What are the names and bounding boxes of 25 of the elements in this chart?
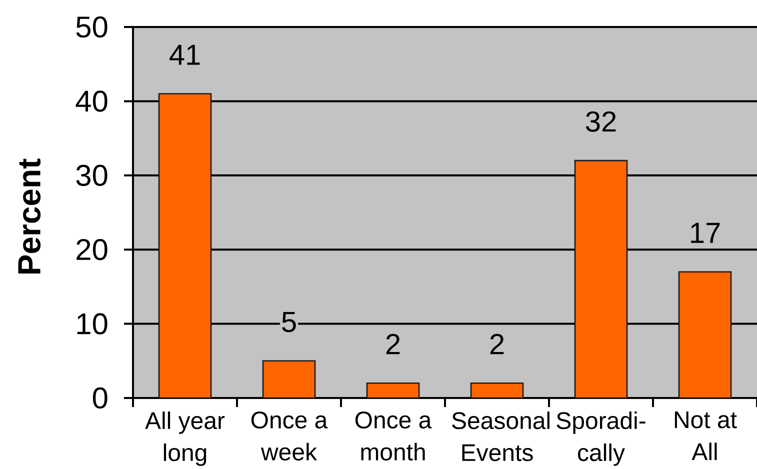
y-tick-label: 50 bbox=[76, 16, 108, 38]
y-tick-label: 10 bbox=[77, 313, 108, 334]
x-tick-label: All year long bbox=[145, 412, 225, 466]
data-label: 32 bbox=[586, 111, 616, 132]
bar bbox=[262, 360, 316, 399]
data-label: 2 bbox=[386, 334, 400, 354]
y-tick-label: 20 bbox=[76, 238, 108, 260]
data-label: 41 bbox=[170, 44, 200, 65]
data-label: 5 bbox=[282, 312, 296, 332]
x-tick-label: Once a month bbox=[355, 412, 432, 461]
bar bbox=[678, 271, 732, 399]
bar bbox=[574, 160, 628, 399]
x-tick-label: Once a week bbox=[251, 412, 328, 461]
y-tick-label: 40 bbox=[76, 90, 108, 112]
bar bbox=[470, 382, 524, 399]
y-tick-label: 0 bbox=[92, 387, 108, 409]
x-tick-label: Not at All bbox=[674, 412, 737, 460]
data-label: 2 bbox=[490, 334, 504, 354]
y-tick-label: 30 bbox=[76, 164, 108, 186]
x-tick-label: Seasonal Events bbox=[452, 412, 550, 462]
bar bbox=[366, 382, 420, 399]
y-axis-title: Percent bbox=[18, 158, 41, 274]
data-label: 17 bbox=[691, 222, 720, 243]
bar bbox=[158, 93, 212, 399]
x-tick-label: Sporadi-cally bbox=[556, 412, 646, 466]
